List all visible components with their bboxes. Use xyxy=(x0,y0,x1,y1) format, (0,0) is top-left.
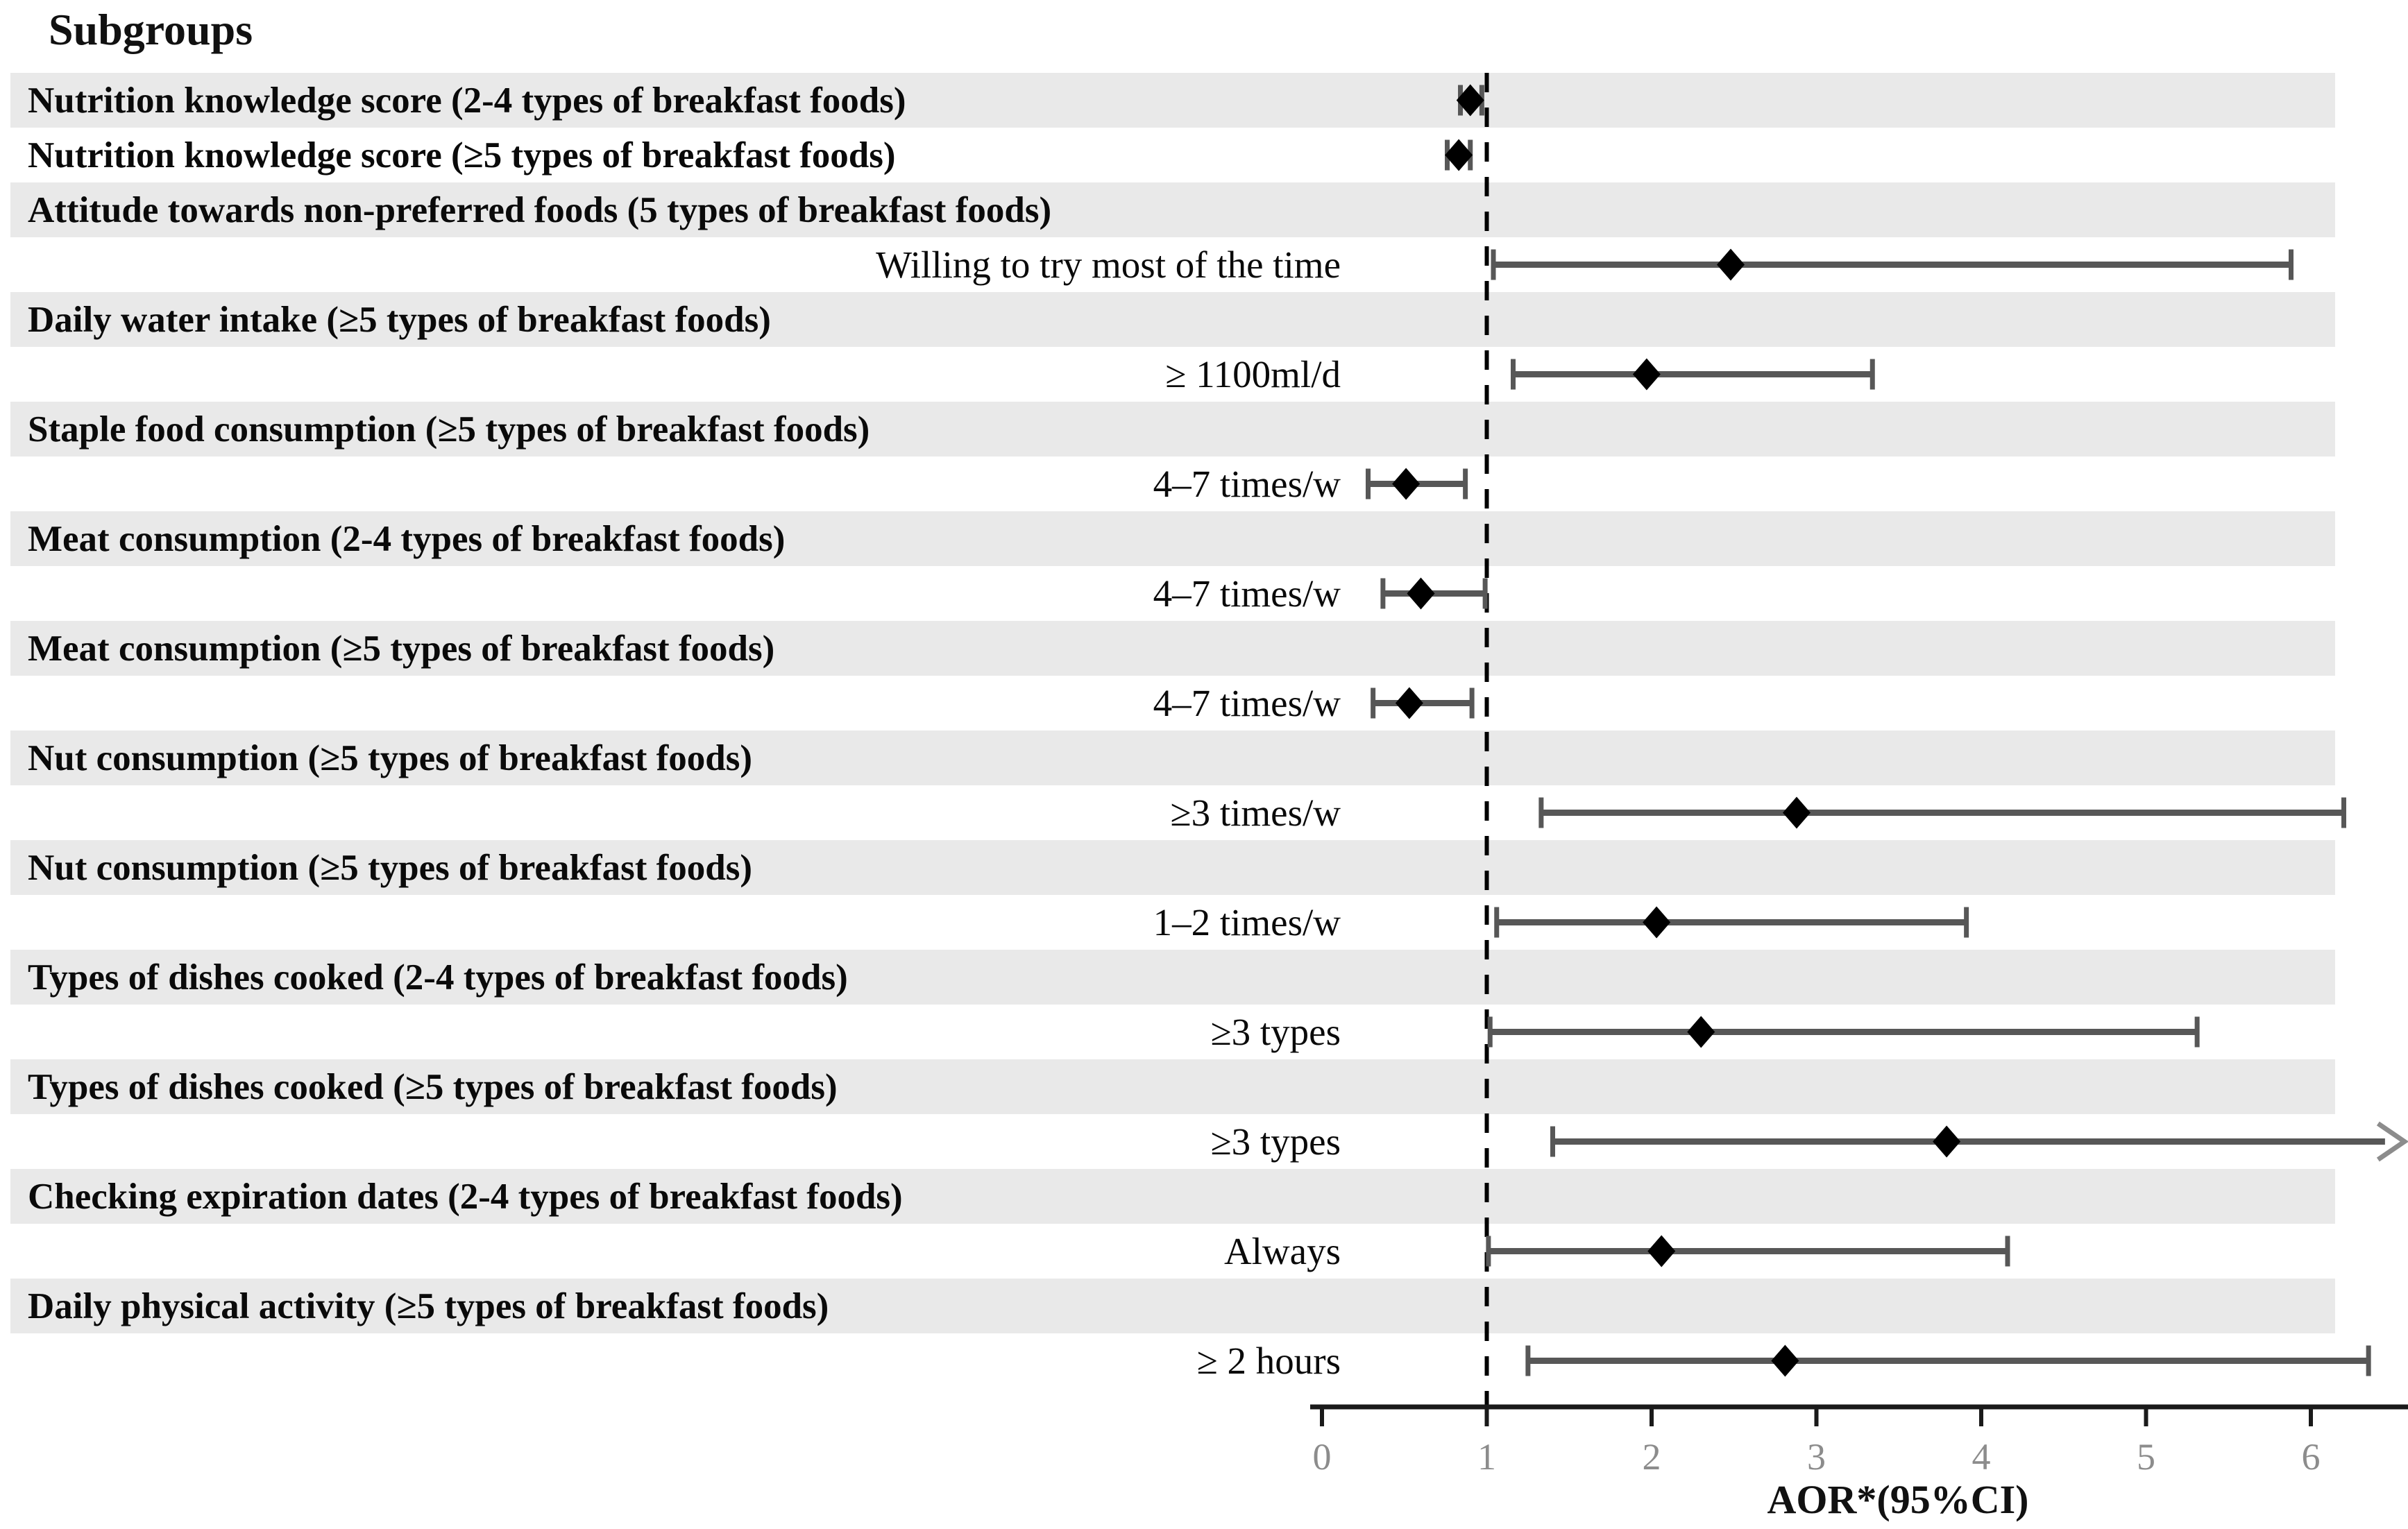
row-band: Nut consumption (≥5 types of breakfast f… xyxy=(10,840,2335,895)
group-label: Checking expiration dates (2-4 types of … xyxy=(28,1176,903,1217)
row-band: Nutrition knowledge score (2-4 types of … xyxy=(10,73,2335,128)
arrow-head xyxy=(2376,1121,2408,1162)
x-axis-tick-label: 1 xyxy=(1477,1436,1496,1478)
row-band: Daily physical activity (≥5 types of bre… xyxy=(10,1279,2335,1333)
group-label: Staple food consumption (≥5 types of bre… xyxy=(28,409,870,450)
group-label: Nut consumption (≥5 types of breakfast f… xyxy=(28,847,753,888)
figure-title: Subgroups xyxy=(49,5,253,54)
diamond-marker xyxy=(1632,358,1661,391)
group-label: Types of dishes cooked (2-4 types of bre… xyxy=(28,957,848,998)
row-band: Types of dishes cooked (2-4 types of bre… xyxy=(10,950,2335,1005)
row-band: Attitude towards non-preferred foods (5 … xyxy=(10,182,2335,237)
group-label: Daily physical activity (≥5 types of bre… xyxy=(28,1285,829,1326)
diamond-marker xyxy=(1395,687,1423,719)
group-label: Meat consumption (≥5 types of breakfast … xyxy=(28,628,775,669)
diamond-marker xyxy=(1407,577,1435,610)
row-band: Nutrition knowledge score (≥5 types of b… xyxy=(10,128,2335,182)
category-label: ≥ 2 hours xyxy=(1196,1340,1341,1382)
category-label: ≥3 times/w xyxy=(1170,792,1341,834)
diamond-marker xyxy=(1647,1235,1676,1267)
x-axis-tick-label: 5 xyxy=(2137,1436,2155,1478)
diamond-marker xyxy=(1933,1125,1961,1158)
x-axis-tick-label: 6 xyxy=(2302,1436,2321,1478)
group-label: Types of dishes cooked (≥5 types of brea… xyxy=(28,1066,838,1107)
category-label: 1–2 times/w xyxy=(1153,901,1341,943)
category-label: ≥3 types xyxy=(1210,1120,1341,1163)
diamond-marker xyxy=(1783,796,1811,829)
category-label: 4–7 times/w xyxy=(1153,463,1341,505)
group-label: Meat consumption (2-4 types of breakfast… xyxy=(28,518,786,559)
x-axis-tick-label: 2 xyxy=(1643,1436,1661,1478)
row-band: Nut consumption (≥5 types of breakfast f… xyxy=(10,731,2335,785)
row-band: Staple food consumption (≥5 types of bre… xyxy=(10,402,2335,456)
row-band: Checking expiration dates (2-4 types of … xyxy=(10,1169,2335,1224)
diamond-marker xyxy=(1445,139,1473,171)
x-axis-title: AOR*(95%CI) xyxy=(1767,1477,2029,1522)
category-label: ≥ 1100ml/d xyxy=(1165,353,1341,395)
category-label: Always xyxy=(1223,1230,1341,1272)
row-band: Daily water intake (≥5 types of breakfas… xyxy=(10,292,2335,347)
x-axis-tick-label: 3 xyxy=(1807,1436,1826,1478)
diamond-marker xyxy=(1392,468,1421,500)
row-band: ≥ 1100ml/d xyxy=(10,347,2335,402)
group-label: Attitude towards non-preferred foods (5 … xyxy=(28,189,1052,230)
row-band: Meat consumption (2-4 types of breakfast… xyxy=(10,511,2335,566)
diamond-marker xyxy=(1643,906,1671,939)
diamond-marker xyxy=(1717,248,1745,281)
group-label: Nutrition knowledge score (2-4 types of … xyxy=(28,80,906,121)
category-label: ≥3 types xyxy=(1210,1011,1341,1053)
x-axis-tick-label: 4 xyxy=(1972,1436,1991,1478)
row-band: 4–7 times/w xyxy=(10,456,2335,511)
category-label: Willing to try most of the time xyxy=(876,244,1341,286)
diamond-marker xyxy=(1687,1016,1715,1048)
category-label: 4–7 times/w xyxy=(1153,572,1341,615)
group-label: Daily water intake (≥5 types of breakfas… xyxy=(28,299,771,340)
group-label: Nut consumption (≥5 types of breakfast f… xyxy=(28,737,753,778)
group-label: Nutrition knowledge score (≥5 types of b… xyxy=(28,135,896,176)
diamond-marker xyxy=(1456,84,1484,117)
row-band: 4–7 times/w xyxy=(10,676,2335,731)
diamond-marker xyxy=(1771,1344,1799,1377)
row-band: Meat consumption (≥5 types of breakfast … xyxy=(10,621,2335,676)
category-label: 4–7 times/w xyxy=(1153,682,1341,724)
x-axis-tick-label: 0 xyxy=(1313,1436,1332,1478)
row-band: 4–7 times/w xyxy=(10,566,2335,621)
row-band: Types of dishes cooked (≥5 types of brea… xyxy=(10,1059,2335,1114)
